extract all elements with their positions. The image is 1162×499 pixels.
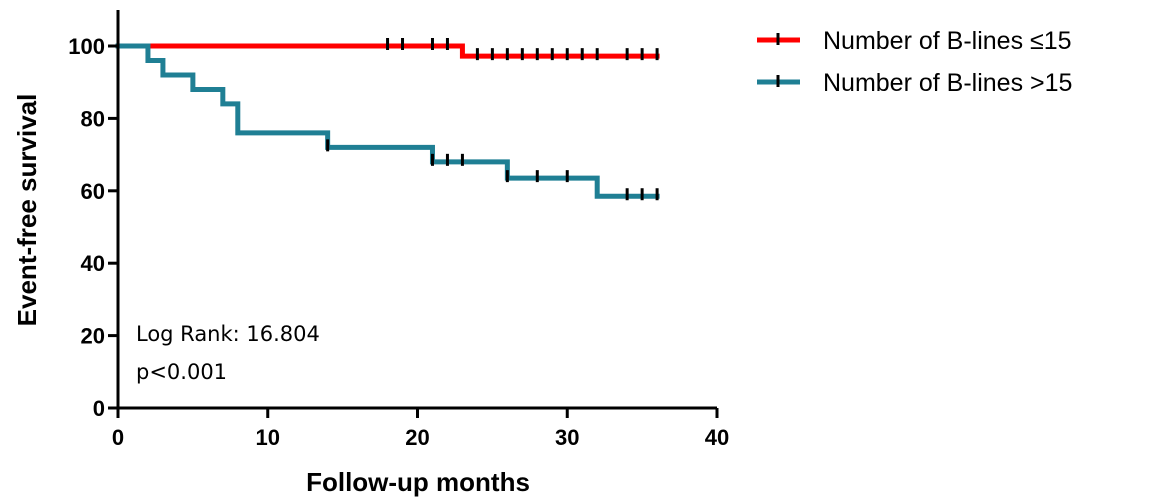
legend-label-series-2: Number of B-lines >15 [823, 69, 1072, 97]
x-tick-label: 20 [405, 425, 429, 450]
y-tick-label: 100 [68, 34, 105, 59]
x-tick-label: 0 [112, 425, 124, 450]
p-value-annotation: p<0.001 [136, 360, 227, 384]
x-tick-label: 30 [555, 425, 579, 450]
x-tick-label: 10 [256, 425, 280, 450]
y-tick-label: 80 [81, 106, 105, 131]
x-axis-title: Follow-up months [306, 467, 530, 497]
y-axis-title: Event-free survival [12, 94, 42, 327]
series-layer [115, 38, 660, 201]
legend: Number of B-lines ≤15 Number of B-lines … [757, 27, 1072, 97]
axes-layer [116, 10, 717, 410]
y-tick-label: 0 [93, 396, 105, 421]
log-rank-annotation: Log Rank: 16.804 [136, 322, 320, 346]
y-tick-label: 40 [81, 251, 105, 276]
series-1-curve [115, 43, 660, 59]
legend-label-series-1: Number of B-lines ≤15 [823, 27, 1072, 55]
y-tick-label: 60 [81, 179, 105, 204]
x-tick-label: 40 [705, 425, 729, 450]
y-tick-label: 20 [81, 324, 105, 349]
series-2-curve [115, 43, 660, 199]
ticks-layer: 0 10 20 30 40 0 20 40 60 80 100 [68, 34, 729, 450]
legend-item-series-2: Number of B-lines >15 [757, 69, 1072, 97]
legend-item-series-1: Number of B-lines ≤15 [757, 27, 1072, 55]
